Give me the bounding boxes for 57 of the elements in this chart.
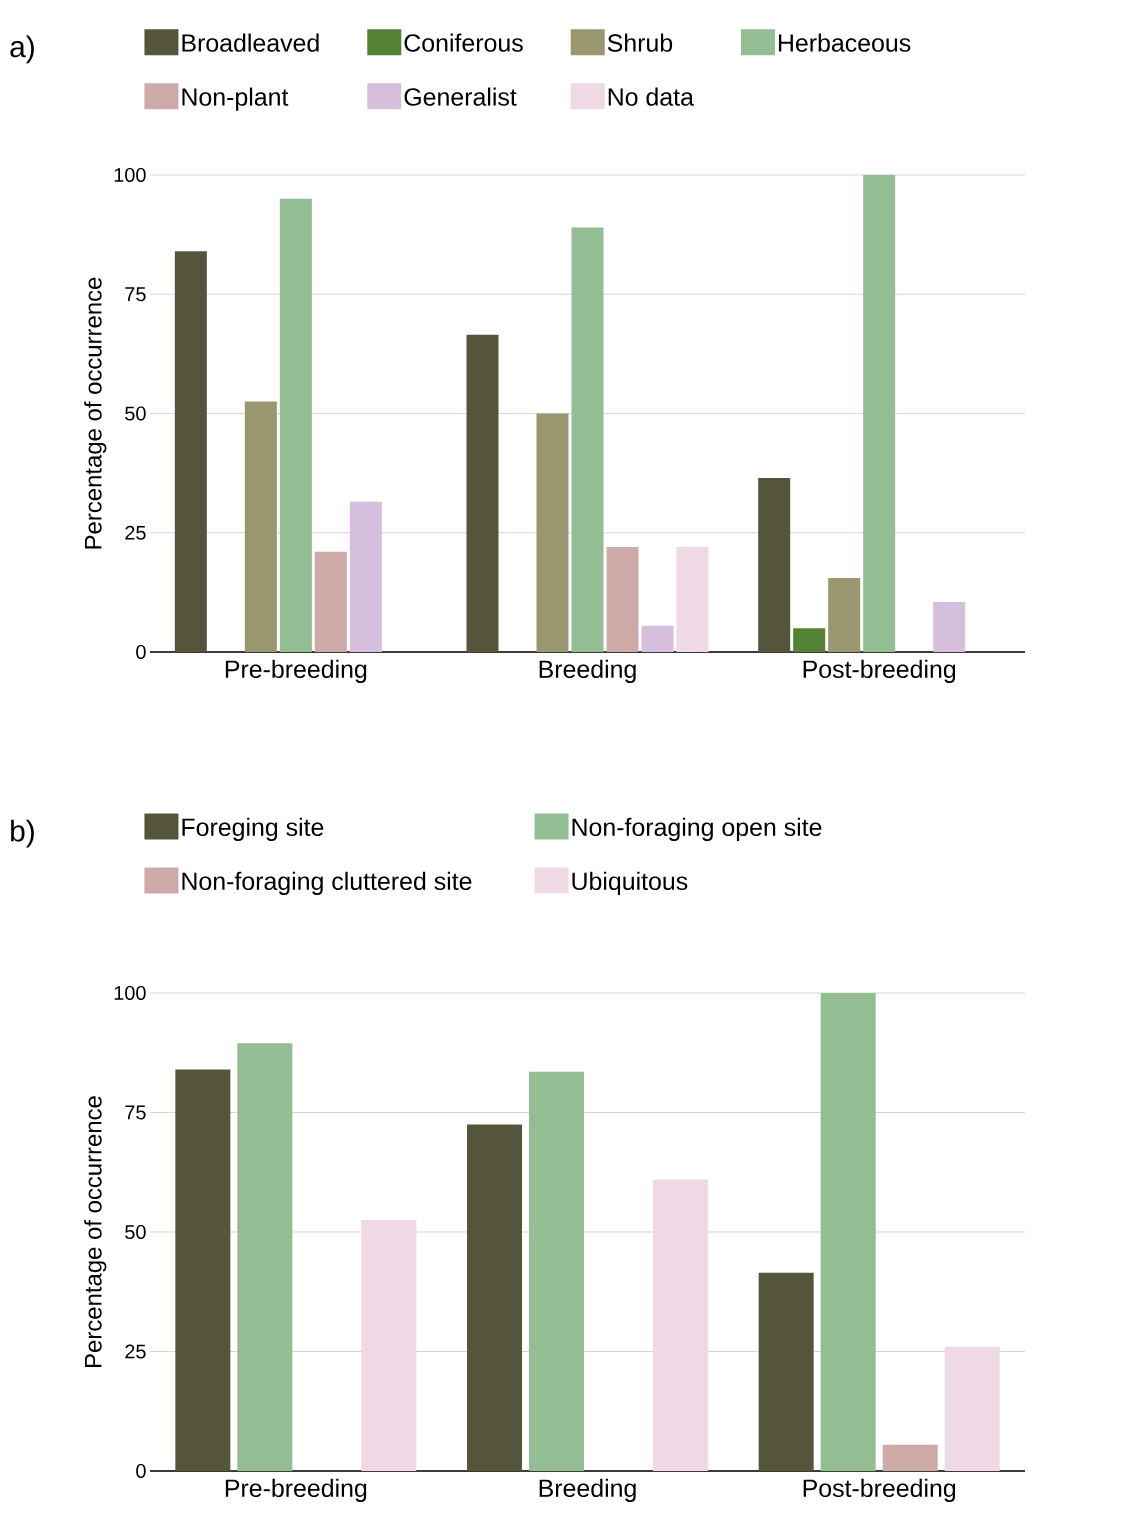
text: b) [11, 819, 34, 848]
y-axis-title: Percentage of occurrence [84, 277, 107, 549]
bar [466, 334, 499, 652]
bar [653, 1179, 709, 1471]
legend-label: Generalist [404, 87, 517, 106]
bar [676, 547, 709, 652]
bar [175, 1069, 231, 1471]
bar [758, 477, 791, 652]
legend-label: Herbaceous [778, 33, 911, 52]
bar [244, 401, 277, 652]
bar [314, 551, 347, 652]
x-tick-label: Pre-breeding [225, 1478, 367, 1502]
legend-label: Non-foraging open site [572, 817, 822, 841]
x-tick-label: Post-breeding [803, 1478, 956, 1502]
y-tick-label: 0 [136, 1463, 146, 1479]
bar [882, 1444, 938, 1471]
x-tick-label: Post-breeding [803, 659, 956, 683]
bar [933, 601, 966, 652]
bar [361, 1220, 417, 1471]
bar [174, 251, 207, 652]
bar [793, 628, 826, 652]
x-tick-label: Pre-breeding [225, 659, 367, 683]
bar [641, 625, 674, 652]
bar [237, 1043, 293, 1471]
y-axis-title: Percentage of occurrence [84, 1096, 107, 1367]
legend-label: Broadleaved [182, 33, 319, 52]
y-tick-label: 75 [125, 287, 146, 302]
y-tick-label: 50 [125, 1224, 146, 1240]
bar [758, 1272, 814, 1471]
bar [828, 578, 861, 652]
bar [467, 1124, 522, 1471]
bar [349, 501, 382, 652]
y-tick-label: 75 [125, 1105, 146, 1120]
y-tick-label: 0 [136, 644, 146, 660]
legend-label: Non-plant [182, 87, 289, 111]
legend-label: Non-foraging cluttered site [182, 871, 472, 895]
y-tick-label: 100 [114, 985, 146, 1001]
bar [571, 227, 604, 652]
legend-label: Shrub [607, 33, 673, 52]
legend-label: Foreging site [182, 817, 324, 841]
y-tick-label: 50 [125, 406, 146, 421]
text: a) [10, 35, 34, 64]
bar [944, 1346, 1000, 1471]
x-tick-label: Breeding [539, 659, 636, 683]
legend-label: No data [608, 87, 694, 106]
bar [529, 1071, 584, 1471]
bar [536, 413, 569, 652]
legend-label: Ubiquitous [572, 871, 688, 895]
y-tick-label: 25 [125, 525, 146, 540]
y-tick-label: 25 [125, 1344, 146, 1359]
bar [863, 174, 896, 652]
bar [820, 993, 876, 1471]
x-tick-label: Breeding [539, 1478, 636, 1502]
y-tick-label: 100 [114, 167, 146, 183]
bar [606, 547, 639, 652]
legend-label: Coniferous [404, 33, 523, 52]
bar [279, 198, 312, 652]
